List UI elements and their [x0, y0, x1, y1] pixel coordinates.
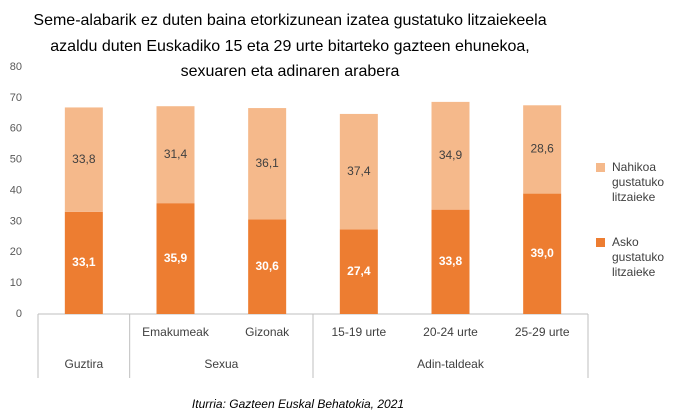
x-tick-label: 25-29 urte	[515, 325, 570, 339]
y-tick-label: 0	[16, 308, 22, 320]
bar-segment	[523, 105, 562, 194]
y-tick-label: 70	[10, 92, 22, 104]
value-label: 30,6	[255, 259, 279, 273]
bar-segment	[431, 101, 470, 210]
group-label: Sexua	[204, 357, 238, 371]
bar-segment	[248, 219, 287, 314]
value-label: 39,0	[530, 246, 554, 260]
chart-title: azaldu duten Euskadiko 15 eta 29 urte bi…	[50, 38, 529, 55]
legend-label: Nahikoa gustatuko litzaieke	[612, 160, 665, 204]
value-label: 33,8	[72, 152, 96, 166]
bar-segment	[156, 106, 195, 204]
chart-title: Seme-alabarik ez duten baina etorkizunea…	[33, 12, 546, 29]
bar-segment	[64, 211, 103, 314]
value-label: 28,6	[530, 142, 554, 156]
legend-swatch	[596, 238, 605, 247]
bar-segment	[431, 209, 470, 314]
bar-segment	[523, 193, 562, 314]
value-label: 36,1	[255, 156, 279, 170]
value-label: 34,9	[439, 148, 463, 162]
value-label: 35,9	[164, 251, 188, 265]
chart-title: sexuaren eta adinaren arabera	[181, 63, 400, 80]
y-tick-label: 50	[10, 154, 22, 166]
y-tick-label: 10	[10, 277, 22, 289]
legend-swatch	[596, 163, 605, 172]
value-label: 33,8	[439, 254, 463, 268]
bar-segment	[339, 229, 378, 314]
bar-segment	[339, 113, 378, 230]
source: Iturria: Gazteen Euskal Behatokia, 2021	[192, 397, 404, 411]
x-tick-label: Emakumeak	[142, 325, 210, 339]
value-label: 37,4	[347, 164, 371, 178]
bar-segment	[156, 203, 195, 314]
legend-label: Asko gustatuko litzaieke	[612, 235, 665, 279]
bar-segment	[64, 107, 103, 212]
group-label: Guztira	[64, 357, 103, 371]
y-tick-label: 20	[10, 246, 22, 258]
group-label: Adin-taldeak	[417, 357, 485, 371]
y-tick-label: 40	[10, 184, 22, 196]
x-tick-label: Gizonak	[245, 325, 290, 339]
bar-segment	[248, 108, 287, 220]
y-tick-label: 30	[10, 215, 22, 227]
value-label: 27,4	[347, 264, 371, 278]
y-tick-label: 60	[10, 123, 22, 135]
value-label: 31,4	[164, 147, 188, 161]
value-label: 33,1	[72, 255, 96, 269]
y-tick-label: 80	[10, 61, 22, 73]
x-tick-label: 15-19 urte	[331, 325, 386, 339]
x-tick-label: 20-24 urte	[423, 325, 478, 339]
